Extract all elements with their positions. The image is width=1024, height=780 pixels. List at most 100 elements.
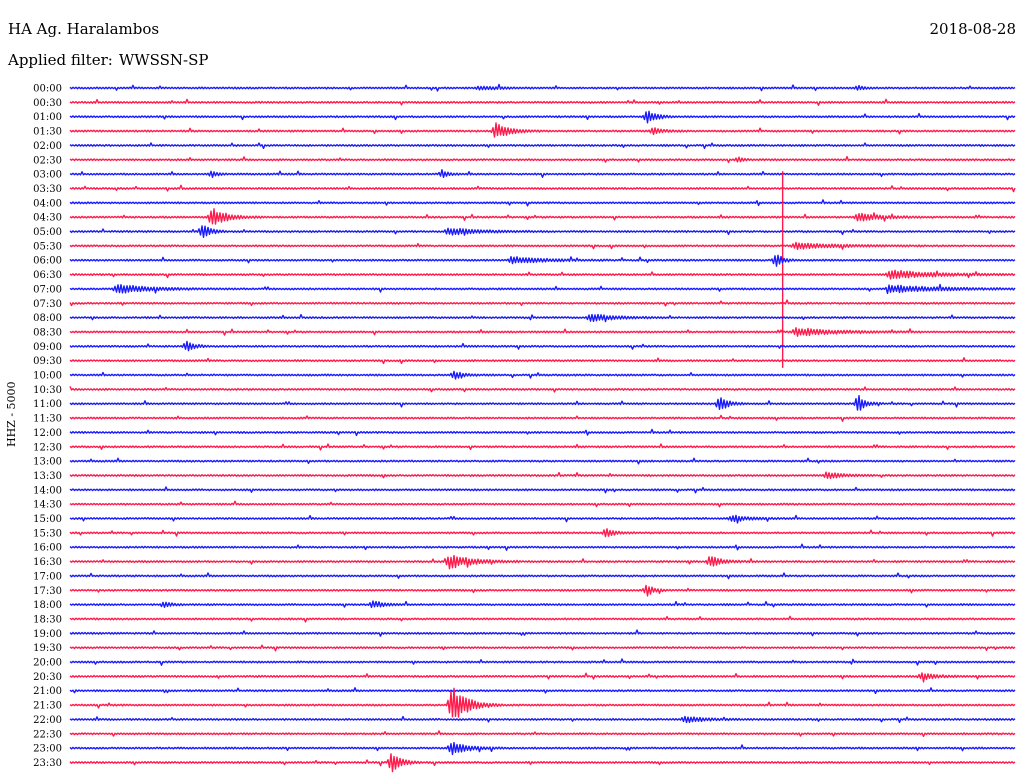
row-label-1600: 16:00: [33, 543, 62, 554]
trace-1000: [69, 370, 1016, 380]
trace-1830: [69, 615, 1016, 623]
row-label-0730: 07:30: [33, 299, 62, 310]
trace-2200: [69, 715, 1016, 724]
trace-0130: [69, 122, 1016, 138]
trace-0930: [69, 357, 1016, 365]
trace-2330: [69, 753, 1016, 773]
trace-0030: [69, 98, 1016, 106]
row-labels: 00:00 00:30 01:00 01:30 02:00 02:30 03:00 03:30…: [33, 84, 62, 769]
filter-label-text: Applied filter:: [8, 51, 113, 69]
row-label-0000: 00:00: [33, 84, 62, 95]
trace-0600: [69, 254, 1016, 267]
row-label-1330: 13:30: [33, 471, 62, 482]
trace-1600: [69, 543, 1016, 551]
trace-1800: [69, 600, 1016, 609]
trace-1930: [69, 644, 1016, 652]
row-label-0100: 01:00: [33, 112, 62, 123]
row-label-1630: 16:30: [33, 557, 62, 568]
row-label-1830: 18:30: [33, 614, 62, 625]
row-label-1700: 17:00: [33, 571, 62, 582]
trace-0400: [69, 199, 1016, 207]
row-label-2230: 22:30: [33, 729, 62, 740]
trace-0530: [69, 241, 1016, 250]
row-label-0800: 08:00: [33, 313, 62, 324]
row-label-1730: 17:30: [33, 586, 62, 597]
row-label-1930: 19:30: [33, 643, 62, 654]
row-label-1030: 10:30: [33, 385, 62, 396]
row-label-1100: 11:00: [33, 399, 62, 410]
record-date: 2018-08-28: [929, 20, 1016, 38]
row-label-0930: 09:30: [33, 356, 62, 367]
trace-0630: [69, 269, 1016, 280]
trace-1030: [69, 386, 1016, 393]
trace-0330: [69, 184, 1016, 193]
filter-label: Applied filter: WWSSN-SP: [8, 51, 209, 69]
trace-0830: [69, 327, 1016, 337]
row-label-1130: 11:30: [33, 414, 62, 425]
trace-1630: [69, 554, 1016, 570]
row-label-1400: 14:00: [33, 485, 62, 496]
row-label-1300: 13:00: [33, 457, 62, 468]
trace-0230: [69, 155, 1016, 164]
row-label-2100: 21:00: [33, 686, 62, 697]
row-label-2000: 20:00: [33, 658, 62, 669]
row-label-0630: 06:30: [33, 270, 62, 281]
trace-0900: [69, 340, 1016, 352]
trace-1200: [69, 428, 1016, 437]
row-label-0200: 02:00: [33, 141, 62, 152]
row-label-1430: 14:30: [33, 500, 62, 511]
row-label-1500: 15:00: [33, 514, 62, 525]
row-label-2130: 21:30: [33, 701, 62, 712]
trace-2230: [69, 730, 1016, 738]
row-label-1530: 15:30: [33, 528, 62, 539]
trace-1330: [69, 471, 1016, 480]
trace-2000: [69, 658, 1016, 666]
row-label-0330: 03:30: [33, 184, 62, 195]
row-label-0300: 03:00: [33, 170, 62, 181]
trace-2100: [69, 687, 1016, 695]
row-label-2330: 23:30: [33, 758, 62, 769]
row-label-0900: 09:00: [33, 342, 62, 353]
trace-1100: [69, 395, 1016, 411]
row-label-2300: 23:00: [33, 744, 62, 755]
trace-1400: [69, 486, 1016, 494]
traces: [69, 83, 1016, 773]
trace-0500: [69, 225, 1016, 238]
trace-1530: [69, 528, 1016, 538]
trace-0430: [69, 208, 1016, 225]
trace-0730: [69, 299, 1016, 307]
row-label-0530: 05:30: [33, 241, 62, 252]
trace-0300: [69, 169, 1016, 179]
trace-1300: [69, 457, 1016, 465]
trace-1900: [69, 629, 1016, 637]
row-label-2030: 20:30: [33, 672, 62, 683]
trace-1130: [69, 414, 1016, 422]
trace-0100: [69, 110, 1016, 124]
trace-0800: [69, 313, 1016, 323]
row-label-0130: 01:30: [33, 127, 62, 138]
row-label-1230: 12:30: [33, 442, 62, 453]
row-label-1200: 12:00: [33, 428, 62, 439]
trace-1700: [69, 572, 1016, 580]
row-label-1900: 19:00: [33, 629, 62, 640]
filter-value: WWSSN-SP: [118, 51, 209, 69]
row-label-2200: 22:00: [33, 715, 62, 726]
trace-2130: [69, 687, 1016, 718]
trace-1230: [69, 443, 1016, 451]
trace-0700: [69, 283, 1016, 295]
trace-1430: [69, 500, 1016, 508]
station-name: HA Ag. Haralambos: [8, 20, 160, 38]
row-label-1800: 18:00: [33, 600, 62, 611]
row-label-0700: 07:00: [33, 284, 62, 295]
row-label-1000: 10:00: [33, 371, 62, 382]
row-label-0600: 06:00: [33, 256, 62, 267]
row-label-0400: 04:00: [33, 198, 62, 209]
row-label-0230: 02:30: [33, 155, 62, 166]
row-label-0830: 08:30: [33, 327, 62, 338]
trace-1730: [69, 584, 1016, 597]
trace-0000: [69, 83, 1016, 92]
trace-1500: [69, 514, 1016, 524]
trace-2300: [69, 741, 1016, 756]
row-label-0500: 05:00: [33, 227, 62, 238]
